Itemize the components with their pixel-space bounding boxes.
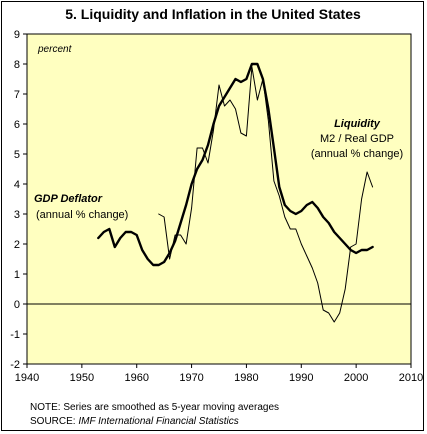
y-tick-label: 6 [14, 119, 20, 131]
y-axis: -2 -1 0 1 2 3 4 5 6 7 8 9 [10, 29, 27, 371]
liquidity-label: Liquidity [334, 118, 381, 130]
gdp-deflator-label: GDP Deflator [34, 193, 103, 205]
liquidity-sublabel-2: (annual % change) [311, 148, 403, 160]
x-tick-label: 1940 [15, 372, 39, 384]
x-tick-label: 1950 [70, 372, 94, 384]
x-tick-label: 1990 [289, 372, 313, 384]
note-text: NOTE: Series are smoothed as 5-year movi… [30, 402, 279, 413]
y-tick-label: 7 [14, 89, 20, 101]
y-tick-label: 1 [14, 269, 20, 281]
x-tick-label: 1970 [179, 372, 203, 384]
source-name: IMF International Financial Statistics [78, 416, 239, 427]
unit-label: percent [37, 44, 73, 55]
x-tick-label: 1960 [124, 372, 148, 384]
y-tick-label: 9 [14, 29, 20, 41]
gdp-deflator-sublabel: (annual % change) [36, 209, 128, 221]
source-prefix: SOURCE: [30, 416, 79, 427]
liquidity-sublabel-1: M2 / Real GDP [320, 133, 394, 145]
series-layer [97, 62, 374, 323]
liquidity-line [158, 66, 374, 323]
y-tick-label: 8 [14, 59, 20, 71]
x-axis: 1940 1950 1960 1970 1980 1990 2000 2010 [15, 364, 423, 384]
x-tick-label: 2000 [344, 372, 368, 384]
x-tick-label: 2010 [399, 372, 423, 384]
chart-title: 5. Liquidity and Inflation in the United… [65, 6, 361, 22]
y-tick-label: 3 [14, 209, 20, 221]
y-tick-label: -1 [10, 329, 20, 341]
y-tick-label: 4 [14, 179, 20, 191]
y-tick-label: 2 [14, 239, 20, 251]
y-tick-label: 0 [14, 299, 20, 311]
x-tick-label: 1980 [234, 372, 258, 384]
y-tick-label: -2 [10, 359, 20, 371]
y-tick-label: 5 [14, 149, 20, 161]
gdp-deflator-line [97, 62, 374, 267]
source-text: SOURCE: IMF International Financial Stat… [30, 416, 239, 427]
